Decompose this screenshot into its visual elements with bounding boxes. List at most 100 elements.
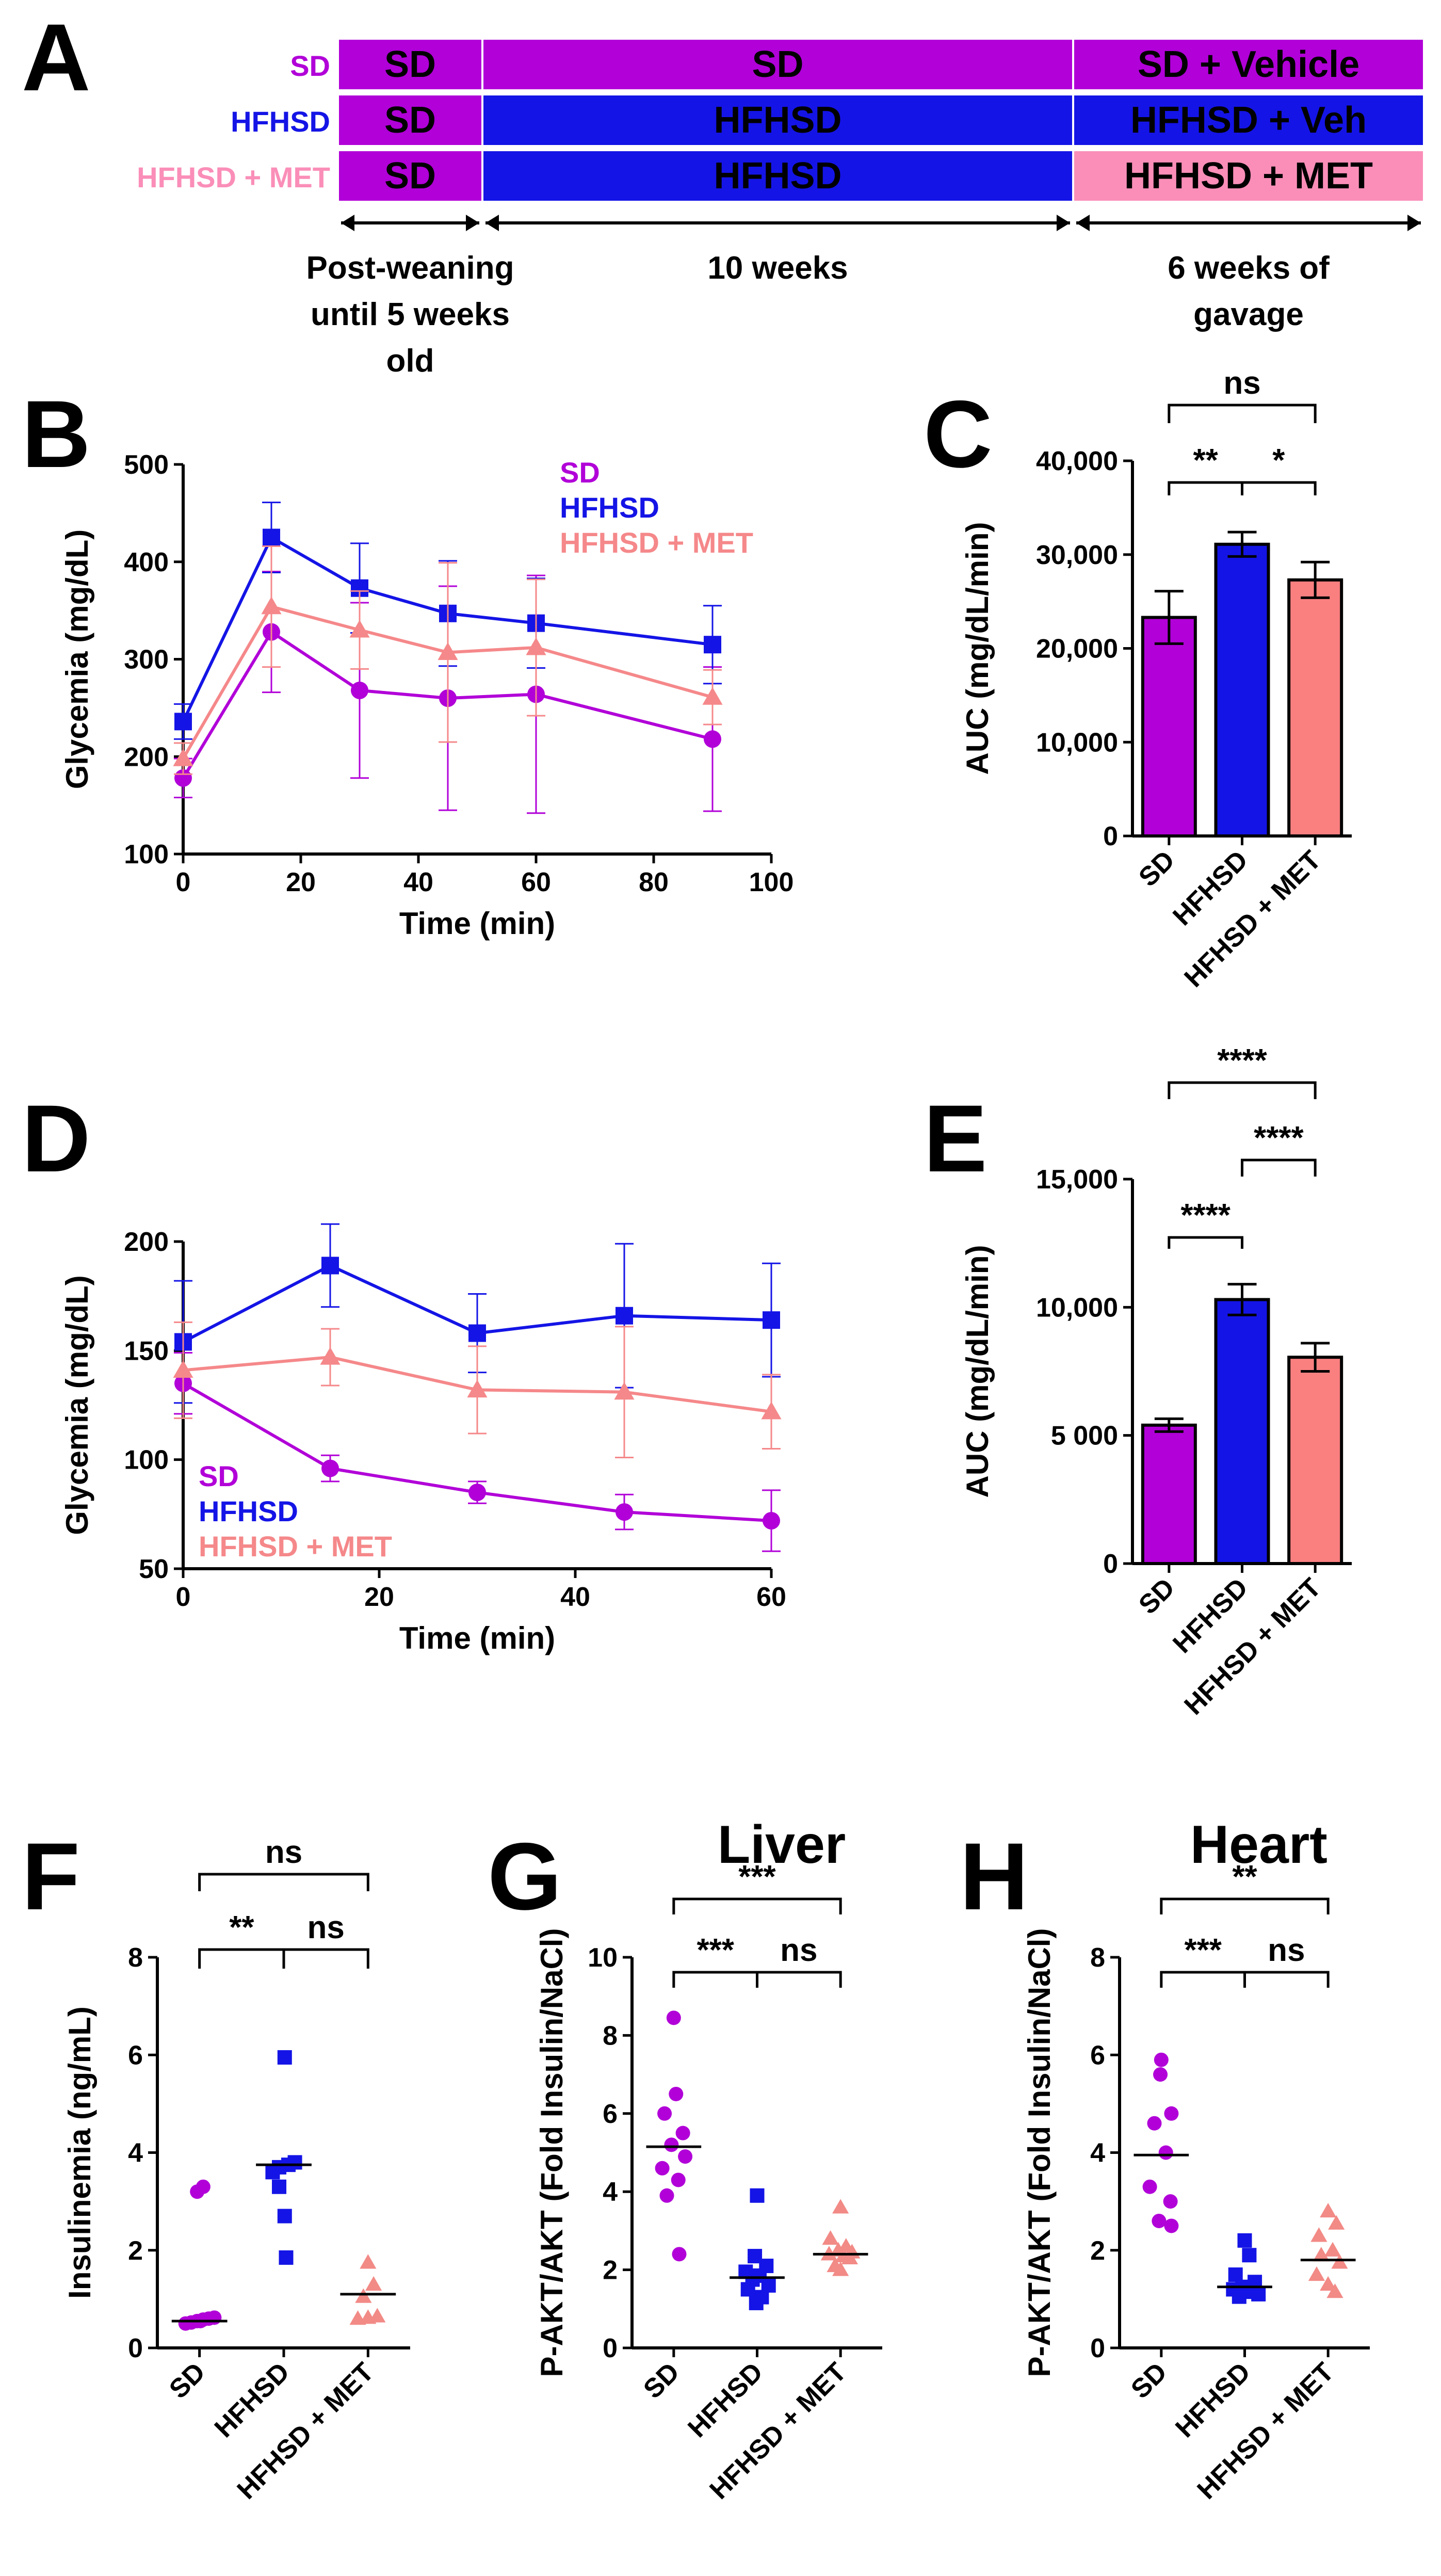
data-point [321,1257,339,1275]
duration-label: until 5 weeks [311,297,510,332]
group-sd [171,2179,228,2331]
data-point [369,2308,386,2323]
data-point [702,687,723,705]
data-point [1310,2227,1327,2242]
data-point [1237,2233,1252,2248]
significance-bracket [282,1948,369,1969]
y-tick-label: 5 000 [1051,1421,1118,1451]
data-point [1251,2287,1266,2301]
chart-panel-e: E 0 5 000 10,000 15,000 AUC (mg/dL/min) SDHFHS… [924,1043,1352,1721]
arrow-head-right-icon [1057,215,1070,231]
y-tick-label: 200 [124,1227,169,1257]
data-point [468,1324,486,1342]
data-point [704,730,721,748]
x-tick-label: 60 [521,867,551,897]
y-tick-label: 6 [1090,2040,1105,2070]
x-tick-label: SD [1125,2357,1173,2404]
data-point [1152,2213,1167,2228]
significance-bracket [1243,1971,1330,1988]
x-tick-label: 40 [403,867,433,897]
scheme-cell [337,149,483,203]
y-tick-label: 4 [603,2177,618,2207]
significance-bracket [1241,481,1317,495]
data-point [1331,2254,1348,2269]
duration-label: 6 weeks of [1168,250,1330,286]
arrow-head-left-icon [485,215,499,231]
y-tick-label: 15,000 [1036,1165,1118,1195]
scheme-cell-label: SD + Vehicle [1138,44,1359,85]
significance-label: **** [1254,1120,1304,1156]
data-point [763,1512,780,1530]
scheme-group-label: HFHSD [231,105,330,138]
legend-entry: SD [199,1460,239,1492]
panel-letter-f: F [22,1824,80,1930]
y-axis-label: Glycemia (mg/dL) [60,529,94,789]
data-point [740,2282,755,2297]
y-axis-label: P-AKT/AKT (Fold Insulin/NaCl) [535,1928,569,2377]
significance-label: ** [1193,443,1219,478]
y-tick-label: 150 [124,1336,169,1366]
data-point [1228,2267,1243,2282]
data-point [173,748,193,766]
significance-label: ** [1232,1859,1257,1895]
y-tick-label: 8 [128,1943,143,1973]
x-tick-label: 20 [286,867,316,897]
scheme-group-label: HFHSD + MET [137,161,330,194]
chart-panel-c: C 0 10,000 20,000 30,000 40,000 AUC (mg/dL/min… [924,365,1352,993]
data-point [1324,2242,1341,2257]
x-tick-label: SD [164,2357,211,2404]
significance-label: ns [307,1910,344,1945]
data-point [261,597,282,615]
y-tick-label: 40,000 [1036,446,1118,476]
significance-label: ns [1268,1933,1305,1968]
scheme-cell [337,38,483,91]
data-point [360,2254,377,2269]
data-point [1163,2194,1178,2209]
x-tick-label: 80 [639,867,669,897]
data-point [287,2155,302,2170]
x-tick-label: SD [638,2357,685,2404]
y-tick-label: 8 [603,2021,618,2051]
series-line [182,605,713,760]
scheme-cell [481,149,1074,203]
chart-title: Liver [718,1815,846,1875]
x-axis-label: Time (min) [399,906,555,941]
y-tick-label: 6 [128,2040,143,2070]
arrow-head-right-icon [466,215,479,231]
data-point [1308,2266,1325,2281]
duration-label: gavage [1193,297,1304,332]
significance-label: **** [1180,1198,1230,1233]
group-hfhsd [256,2050,312,2265]
scheme-cell [1072,149,1425,203]
bar [1141,616,1197,838]
data-point [365,2276,382,2291]
panel-letter-e: E [924,1086,987,1192]
x-tick-label: HFHSD [682,2357,769,2443]
bar [1214,542,1270,838]
significance-label: *** [1184,1933,1222,1968]
data-point [832,2261,849,2276]
bar [1141,1423,1197,1566]
data-point [1320,2202,1337,2218]
data-point [1313,2247,1330,2262]
y-tick-label: 500 [124,450,169,480]
data-point [438,642,458,660]
scheme-cell-label: SD [384,155,436,197]
series-hfhsd [174,1223,781,1404]
panel-letter-g: G [488,1824,562,1930]
chart-title: Heart [1190,1815,1327,1875]
x-tick-label: 60 [756,1582,786,1612]
significance-bracket [756,1971,842,1988]
scheme-cell [481,38,1074,91]
series-sd [174,1352,781,1552]
y-tick-label: 300 [124,645,169,675]
group-hfhsd [1217,2233,1272,2304]
y-tick-label: 4 [128,2138,143,2168]
chart-panel-h: H Heart 0 2 4 6 8 P-AKT/AKT (Fold Insulin/NaCl)… [960,1815,1370,2505]
data-point [321,1459,339,1477]
data-point [704,636,721,654]
significance-bracket [1168,481,1243,495]
scheme-cell [481,93,1074,147]
y-tick-label: 2 [603,2256,618,2285]
